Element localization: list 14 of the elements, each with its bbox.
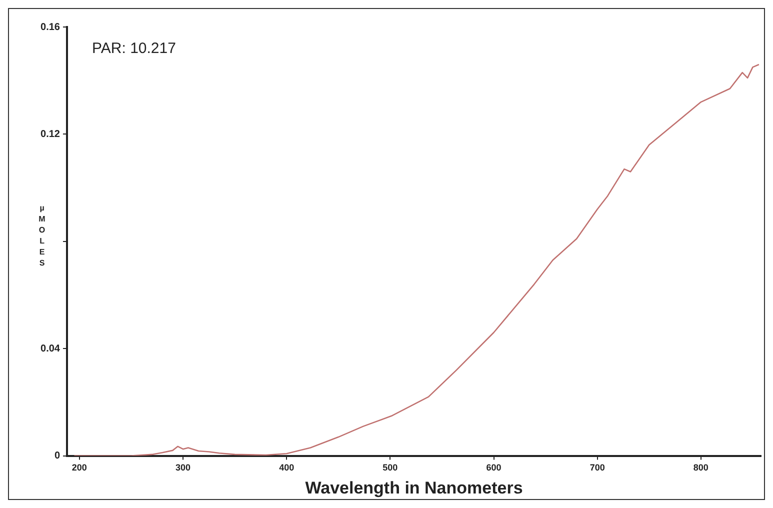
x-tick-label: 400 — [279, 462, 294, 473]
x-tick-label: 800 — [693, 462, 708, 473]
y-tick-label: 0.04 — [40, 343, 60, 354]
x-tick-label: 300 — [175, 462, 191, 473]
x-tick-label: 700 — [590, 462, 605, 473]
x-axis-title: Wavelength in Nanometers — [305, 478, 523, 498]
y-axis-title: µMOLES — [38, 204, 46, 268]
y-tick-label: 0 — [54, 450, 60, 462]
x-tick-label: 600 — [486, 462, 502, 473]
annotation: PAR: 10.217 — [92, 40, 176, 58]
x-tick-label: 200 — [72, 462, 87, 473]
x-tick-label: 500 — [382, 462, 398, 473]
y-tick-label: 0.16 — [40, 22, 60, 33]
y-tick-label: 0.12 — [40, 128, 60, 140]
